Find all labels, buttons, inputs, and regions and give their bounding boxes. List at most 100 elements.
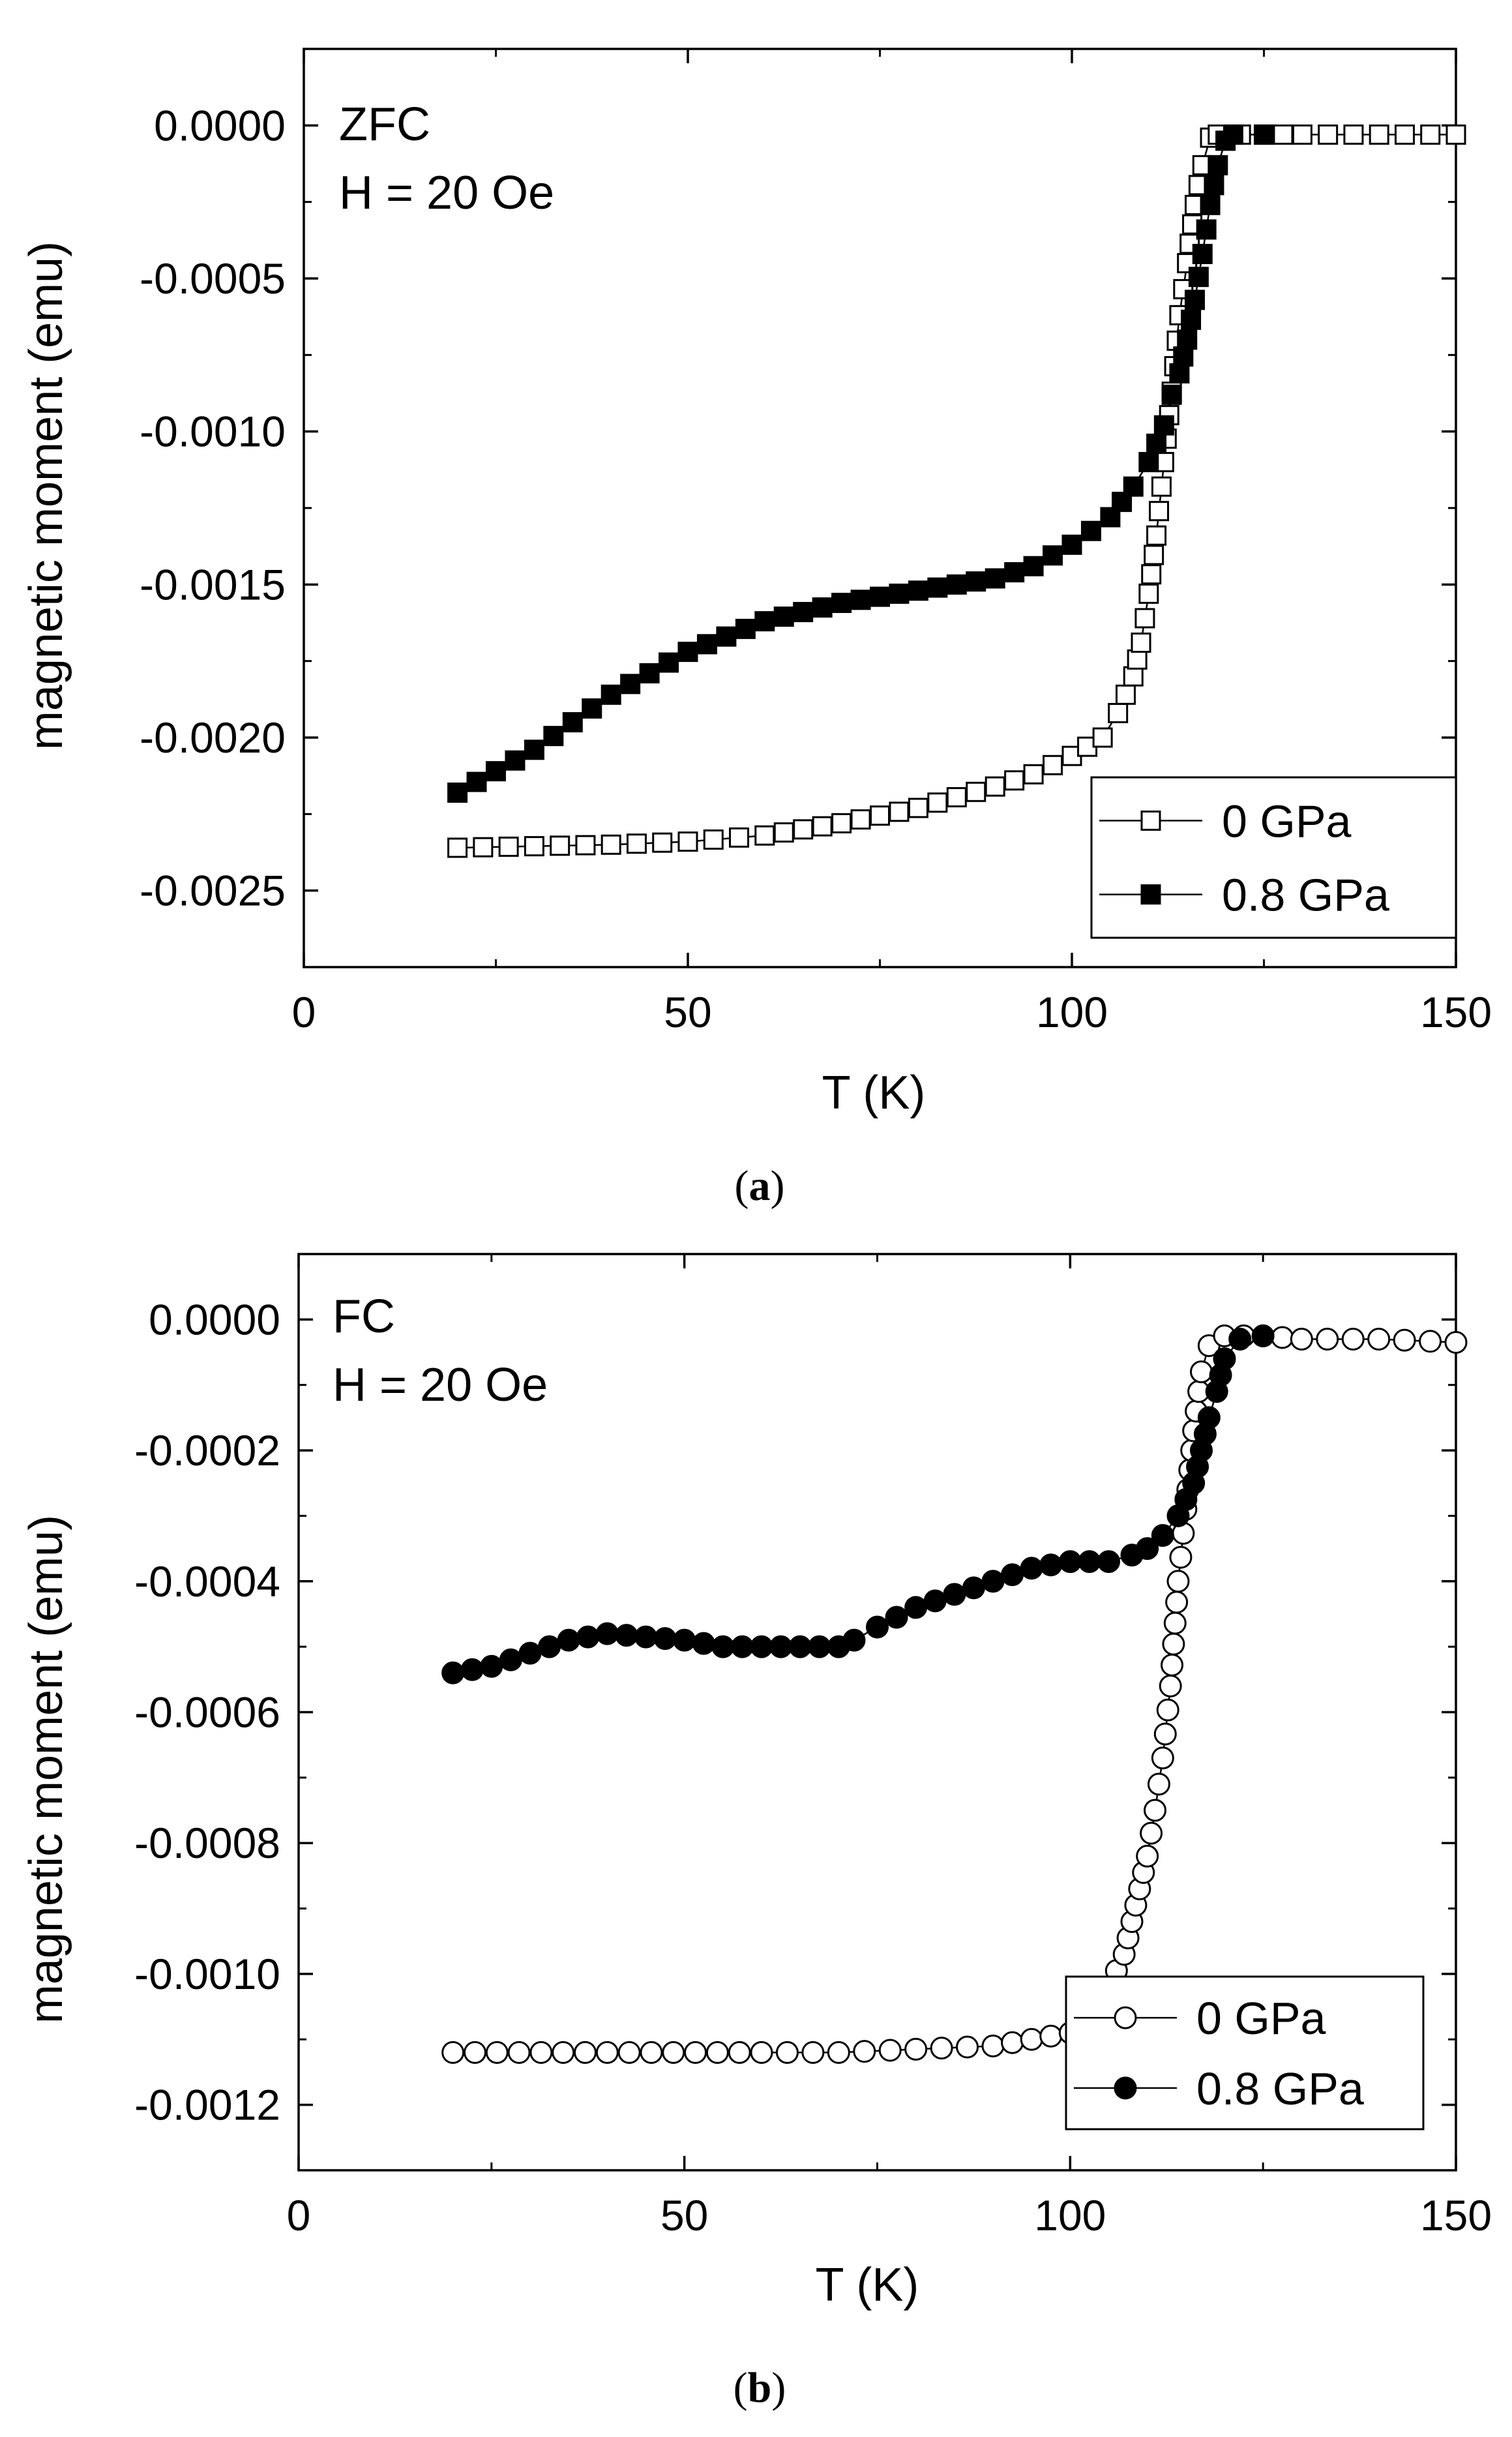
series-0gpa-point — [550, 835, 571, 856]
series-08gpa-point — [943, 1583, 966, 1606]
plot-area: 0 50 100 150 0.0000 -0.0005 -0.0010 -0.0015 -0.0… — [140, 48, 1492, 1036]
series-08gpa-point — [480, 1654, 503, 1678]
series-0gpa-point — [750, 2041, 773, 2064]
legend-08gpa-label: 0.8 GPa — [1222, 870, 1389, 921]
series-0gpa-point — [1039, 2024, 1063, 2048]
series-0gpa-point — [1444, 1330, 1468, 1354]
series-08gpa-point — [1228, 1327, 1252, 1351]
x-tick-label: 0 — [287, 2191, 311, 2239]
legend-box — [1090, 776, 1457, 939]
y-tick-label: 0.0000 — [154, 101, 286, 149]
series-08gpa-point — [538, 1635, 561, 1658]
series-08gpa-point — [866, 1615, 889, 1639]
series-0gpa-point — [617, 2041, 641, 2064]
series-0gpa-point — [1169, 1546, 1193, 1569]
series-08gpa-point — [1173, 346, 1194, 367]
y-tick-label: -0.0012 — [134, 2081, 280, 2129]
series-08gpa-point — [1138, 452, 1159, 473]
series-0gpa-point — [1445, 124, 1466, 145]
series-0gpa-point — [878, 2039, 902, 2062]
series-08gpa-point — [1213, 1347, 1236, 1371]
series-08gpa-point — [653, 1627, 677, 1651]
series-08gpa-point — [1223, 124, 1243, 145]
series-0gpa-point — [507, 2041, 531, 2064]
series-08gpa-point — [808, 1635, 831, 1658]
series-0gpa-point — [773, 822, 794, 843]
series-0gpa-point — [1316, 1327, 1339, 1351]
chart-panel-b: magnetic moment (emu) 0 50 100 150 0.0000 -0.… — [20, 1253, 1492, 2412]
series-0gpa-point — [1140, 1821, 1163, 1845]
series-08gpa-point — [518, 1641, 542, 1665]
series-0gpa-point — [850, 809, 871, 830]
series-08gpa-point — [716, 626, 737, 647]
series-08gpa-point — [1058, 1550, 1082, 1574]
series-0gpa-point — [956, 2035, 979, 2059]
series-08gpa-point — [466, 771, 487, 792]
series-0gpa-point — [966, 781, 986, 802]
series-0gpa-point — [1290, 1327, 1313, 1351]
series-0gpa-point — [1419, 1330, 1442, 1353]
series-0gpa-point — [1151, 1746, 1174, 1770]
series-0gpa-point — [1318, 124, 1339, 145]
series-0gpa-point — [1134, 608, 1155, 629]
series-0gpa-point — [1144, 1799, 1166, 1822]
legend-0gpa-marker — [1114, 2006, 1137, 2029]
caption-letter: b — [748, 2364, 772, 2412]
series-0gpa-point — [552, 2041, 575, 2064]
series-08gpa-point — [1204, 175, 1224, 196]
series-0gpa-point — [1001, 2031, 1024, 2054]
series-08gpa-point — [923, 1589, 947, 1613]
legend-box — [1065, 1975, 1425, 2131]
series-0gpa-point — [1165, 1591, 1189, 1614]
series-08gpa-point — [870, 586, 890, 607]
series-0gpa-point — [1136, 1844, 1159, 1868]
series-08gpa-point — [885, 1606, 908, 1629]
series-08gpa-point — [750, 1635, 773, 1658]
series-08gpa-point — [842, 1628, 866, 1652]
x-tick-label: 50 — [664, 988, 711, 1036]
legend-08gpa-marker — [1140, 884, 1161, 905]
series-08gpa-point — [677, 642, 698, 663]
series-0gpa-point — [889, 801, 910, 822]
series-0gpa-point — [754, 825, 775, 846]
series-0gpa-point — [662, 2041, 685, 2064]
series-08gpa-point — [1123, 476, 1144, 497]
series-0gpa-point — [1023, 764, 1044, 785]
series-0gpa-point — [1020, 2027, 1043, 2051]
series-0gpa-point — [1271, 1326, 1294, 1349]
annotation-field: H = 20 Oe — [333, 1359, 548, 1411]
series-08gpa-point — [1004, 562, 1025, 583]
series-08gpa-point — [985, 568, 1005, 589]
y-axis-title-group: magnetic moment (emu) — [20, 241, 72, 750]
series-08gpa-point — [1169, 363, 1190, 383]
series-0gpa-point — [595, 2041, 619, 2064]
series-0gpa-point — [703, 829, 724, 850]
series-08gpa-point — [1146, 433, 1167, 454]
series-08gpa-point — [788, 1635, 812, 1658]
series-08gpa-point — [1184, 290, 1205, 310]
series-08gpa-point — [620, 674, 641, 695]
series-0gpa-point — [600, 834, 621, 855]
series-08gpa-point — [904, 1596, 928, 1619]
series-08gpa-point — [1188, 267, 1209, 288]
series-0gpa-point — [1156, 1698, 1179, 1722]
series-0gpa-point — [498, 836, 519, 857]
series-0gpa-point — [705, 2041, 729, 2064]
annotation-mode: FC — [333, 1291, 395, 1343]
series-0gpa-point — [626, 833, 647, 854]
series-0gpa-point — [1115, 684, 1136, 705]
series-08gpa-point — [793, 602, 814, 623]
series-08gpa-point — [1197, 1406, 1221, 1429]
series-0gpa-point — [447, 837, 468, 858]
x-tick-label: 100 — [1036, 988, 1108, 1036]
x-tick-label: 0 — [292, 988, 316, 1036]
series-0gpa-point — [575, 835, 596, 856]
y-tick-label: -0.0010 — [134, 1950, 280, 1998]
series-08gpa-point — [499, 1648, 522, 1671]
caption-open: ( — [734, 2364, 748, 2412]
series-08gpa-point — [773, 606, 794, 627]
series-08gpa-point — [600, 684, 621, 705]
x-axis-title: T (K) — [822, 1067, 926, 1119]
series-08gpa-point — [927, 577, 948, 598]
series-0gpa-point — [927, 792, 948, 813]
